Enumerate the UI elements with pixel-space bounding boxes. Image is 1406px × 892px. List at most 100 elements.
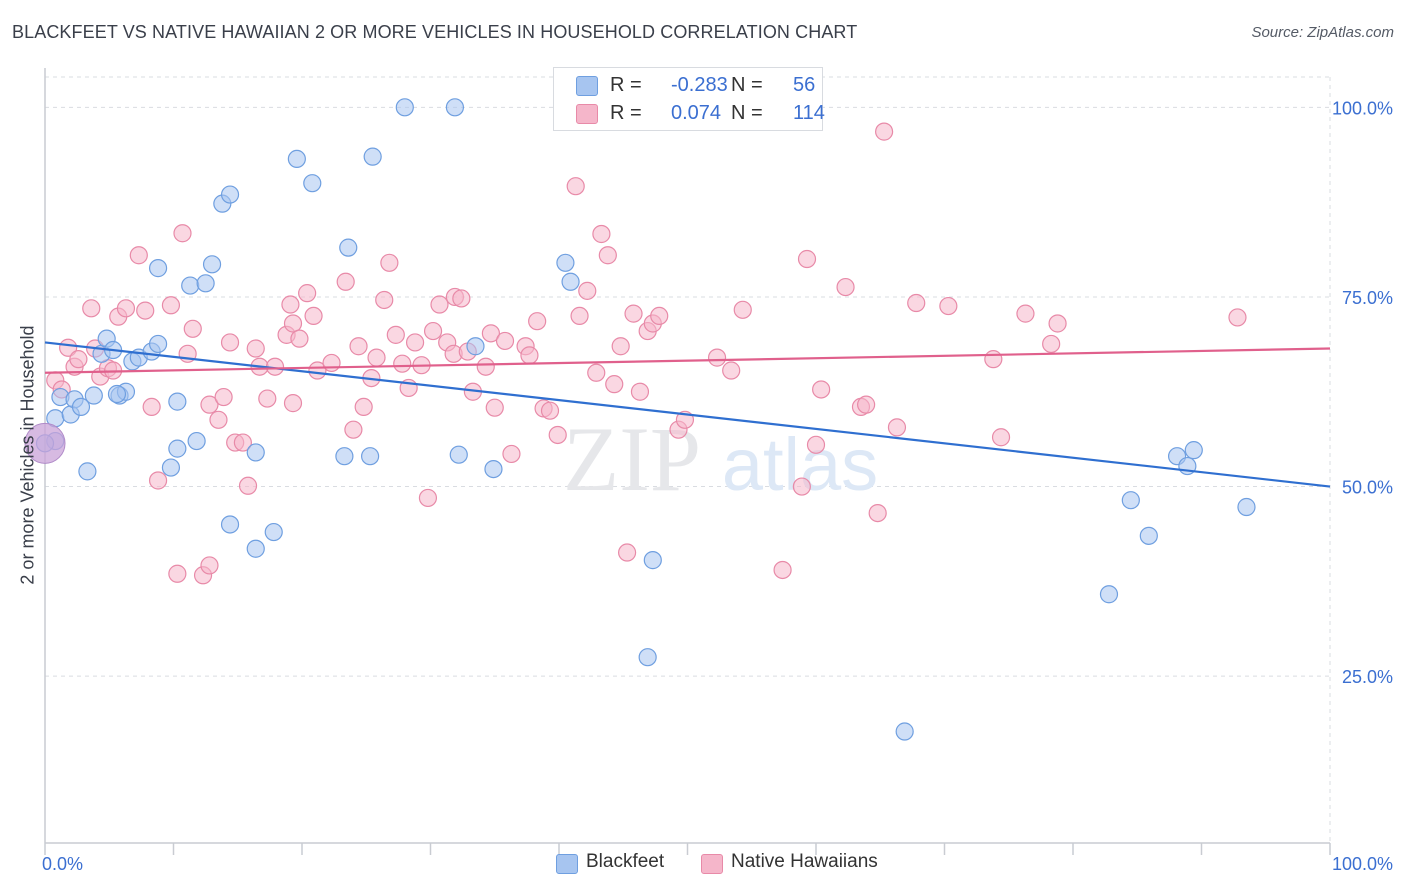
legend-r-value: -0.283 — [671, 74, 728, 96]
native-hawaiians-point — [598, 246, 617, 265]
blackfeet-point — [78, 462, 97, 481]
native-hawaiians-point — [587, 363, 606, 382]
blackfeet-point — [246, 539, 265, 558]
y-tick-label: 50.0% — [1342, 478, 1393, 498]
native-hawaiians-point — [939, 296, 958, 316]
watermark: ZIP atlas — [563, 408, 878, 510]
native-hawaiians-point — [792, 477, 811, 496]
blackfeet-point — [1139, 526, 1158, 545]
blackfeet-point — [220, 185, 240, 204]
native-hawaiians-point — [624, 304, 643, 323]
native-hawaiians-point — [258, 389, 277, 408]
native-hawaiians-point — [452, 289, 471, 308]
native-hawaiians-point — [618, 543, 637, 562]
legend-n-value: 56 — [793, 74, 816, 96]
native-hawaiians-point — [1048, 314, 1067, 333]
native-hawaiians-point — [1228, 308, 1247, 327]
native-hawaiians-point — [485, 398, 504, 417]
blackfeet-point — [220, 515, 240, 534]
native-hawaiians-point — [367, 348, 386, 367]
native-hawaiians-point — [991, 428, 1011, 447]
y-axis-label: 2 or more Vehicles in Household — [17, 325, 38, 585]
native-hawaiians-point — [148, 471, 168, 490]
blackfeet-point — [449, 445, 468, 464]
blackfeet-point — [1121, 491, 1140, 510]
native-hawaiians-point — [733, 300, 752, 319]
blackfeet-point — [395, 98, 414, 117]
blackfeet-points — [24, 98, 1256, 741]
blackfeet-point — [643, 551, 662, 570]
blackfeet-point — [1184, 441, 1203, 460]
native-hawaiians-point — [136, 301, 155, 320]
native-hawaiians-point — [520, 346, 539, 365]
blackfeet-point — [287, 149, 306, 169]
native-hawaiians-point — [650, 306, 669, 326]
blackfeet-point — [202, 255, 222, 274]
legend-n-label: N = — [731, 74, 763, 96]
native-hawaiians-point — [283, 314, 303, 333]
bottom-legend-swatch-blue — [556, 854, 578, 874]
native-hawaiians-point — [354, 397, 373, 417]
legend-swatch-pink — [576, 104, 598, 124]
native-hawaiians-point — [246, 339, 265, 358]
native-hawaiians-point — [209, 410, 228, 429]
highlight-point — [24, 422, 66, 464]
native-hawaiians-point — [200, 556, 219, 575]
native-hawaiians-point — [290, 329, 309, 348]
native-hawaiians-point — [281, 295, 300, 314]
native-hawaiians-trend-line — [44, 347, 1331, 374]
blackfeet-point — [148, 334, 168, 354]
blackfeet-point — [71, 397, 91, 417]
native-hawaiians-point — [481, 324, 500, 343]
legend-r-value: 0.074 — [671, 102, 722, 124]
native-hawaiians-point — [393, 354, 412, 373]
native-hawaiians-point — [116, 299, 136, 318]
bottom-legend-label: Blackfeet — [586, 851, 665, 872]
native-hawaiians-point — [405, 333, 425, 352]
blackfeet-point — [303, 174, 322, 193]
native-hawaiians-point — [349, 337, 368, 356]
legend-n-value: 114 — [793, 102, 825, 124]
native-hawaiians-point — [375, 290, 394, 310]
native-hawaiians-point — [183, 319, 202, 338]
native-hawaiians-point — [722, 361, 741, 380]
native-hawaiians-point — [836, 277, 855, 297]
legend-swatch-blue — [576, 76, 598, 96]
x-tick-label: 100.0% — [1332, 854, 1393, 874]
blackfeet-point — [1099, 585, 1119, 604]
blackfeet-point — [168, 392, 187, 411]
native-hawaiians-point — [200, 395, 219, 414]
native-hawaiians-point — [611, 337, 630, 356]
native-hawaiians-point — [592, 224, 611, 244]
native-hawaiians-point — [1042, 334, 1061, 354]
native-hawaiians-point — [1016, 304, 1035, 323]
blackfeet-point — [484, 460, 503, 479]
blackfeet-point — [84, 386, 103, 405]
native-hawaiians-point — [907, 293, 926, 313]
blackfeet-point — [895, 722, 914, 741]
native-hawaiians-point — [476, 357, 495, 376]
native-hawaiians-point — [386, 325, 405, 344]
native-hawaiians-point — [578, 281, 597, 300]
native-hawaiians-point — [161, 296, 181, 315]
native-hawaiians-point — [238, 476, 258, 495]
native-hawaiians-point — [344, 420, 363, 439]
native-hawaiians-point — [605, 375, 624, 394]
native-hawaiians-point — [322, 353, 341, 373]
blackfeet-point — [445, 98, 465, 117]
native-hawaiians-point — [418, 488, 438, 508]
native-hawaiians-point — [773, 560, 792, 580]
native-hawaiians-point — [423, 321, 443, 341]
native-hawaiians-point — [984, 350, 1003, 369]
native-hawaiians-point — [495, 331, 515, 351]
blackfeet-point — [466, 337, 485, 356]
blackfeet-point — [335, 447, 354, 466]
tick-labels: 25.0% 50.0% 75.0% 100.0% 0.0% 100.0% — [42, 98, 1393, 874]
native-hawaiians-point — [707, 348, 727, 367]
x-tick-label: 0.0% — [42, 854, 83, 874]
native-hawaiians-point — [502, 444, 521, 464]
source-label: Source: ZipAtlas.com — [1251, 24, 1394, 41]
native-hawaiians-point — [214, 387, 233, 407]
blackfeet-point — [148, 259, 168, 278]
